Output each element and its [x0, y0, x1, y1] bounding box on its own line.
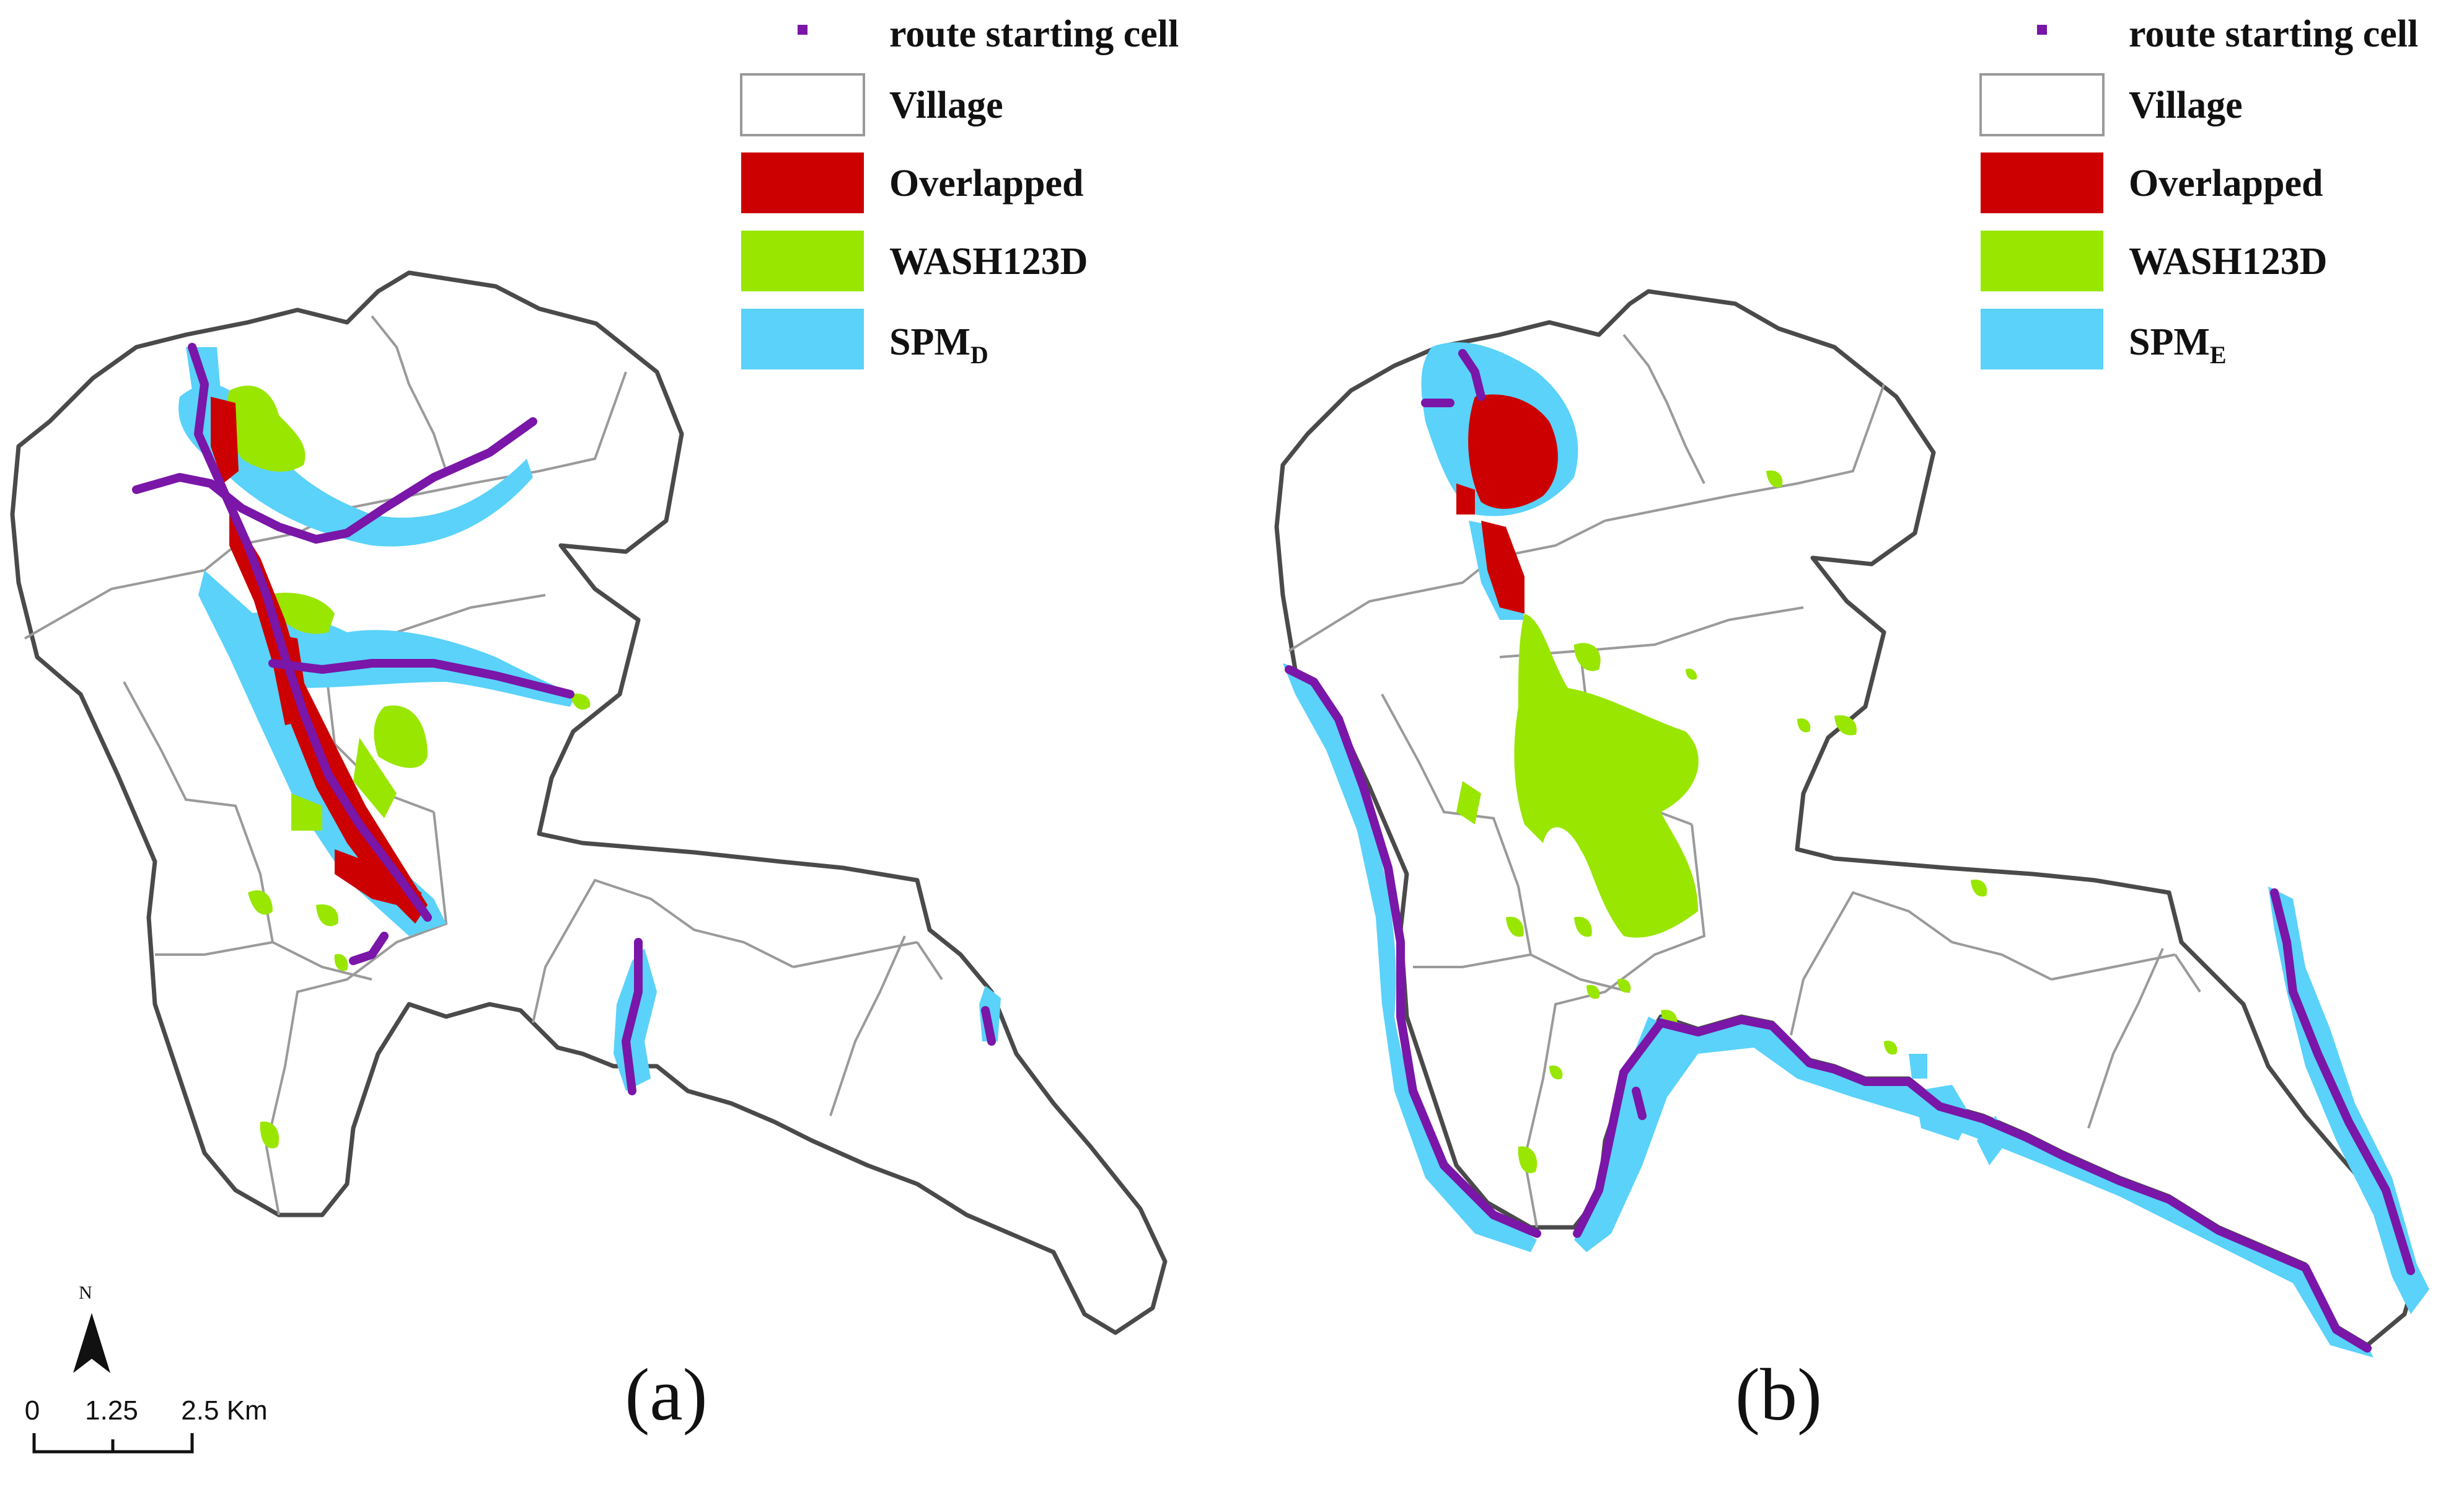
legend-village-label: Village: [2129, 84, 2243, 126]
scale-tick-0: 0: [25, 1395, 40, 1426]
legend-right: route starting cell Village Overlapped W…: [1979, 13, 2418, 369]
legend-wash-label: WASH123D: [2129, 241, 2327, 283]
legend-route-label: route starting cell: [889, 13, 1179, 55]
legend-overlapped-label: Overlapped: [2129, 162, 2323, 205]
legend-overlapped-swatch: [741, 152, 864, 213]
map-panel-a: [10, 270, 1168, 1335]
legend-wash-label: WASH123D: [889, 241, 1088, 283]
legend-route-swatch: [2037, 25, 2047, 35]
legend-route-label: route starting cell: [2129, 13, 2418, 55]
north-arrow-icon: [73, 1313, 110, 1373]
legend-spm-label: SPME: [2129, 321, 2227, 369]
caption-b: (b): [1735, 1353, 1822, 1436]
legend-overlapped-swatch: [1981, 152, 2103, 213]
village-boundaries-b: [1288, 333, 2201, 1228]
legend-spm-base: SPM: [889, 321, 970, 363]
wash-zone-b: [1456, 470, 1987, 1173]
scale-bar-line: [32, 1433, 194, 1454]
scale-tick-2: 2.5 Km: [181, 1395, 267, 1426]
caption-a: (a): [625, 1353, 707, 1436]
scale-bar: 0 1.25 2.5 Km: [25, 1395, 268, 1454]
legend-village-swatch: [1979, 73, 2105, 136]
map-panel-b: [1274, 289, 2429, 1358]
north-arrow-label: N: [79, 1283, 92, 1303]
legend-spm-subscript: E: [2210, 341, 2227, 369]
legend-spm-swatch: [1981, 309, 2103, 369]
legend-left: route starting cell Village Overlapped W…: [740, 13, 1179, 369]
legend-overlapped-label: Overlapped: [889, 162, 1083, 205]
legend-spm-base: SPM: [2129, 321, 2210, 363]
scale-tick-1: 1.25: [85, 1395, 138, 1426]
legend-wash-swatch: [1981, 231, 2103, 291]
legend-wash-swatch: [741, 231, 864, 291]
route-lines-a: [132, 343, 996, 1095]
route-lines-b: [1285, 349, 2415, 1353]
legend-route-swatch: [798, 25, 807, 35]
legend-spm-subscript: D: [970, 341, 988, 369]
legend-spm-label: SPMD: [889, 321, 988, 369]
wash-zone-a: [227, 386, 591, 1149]
legend-spm-swatch: [741, 309, 864, 369]
legend-village-swatch: [740, 73, 865, 136]
overlapped-zone-b: [1456, 394, 1558, 614]
north-arrow: N: [73, 1283, 110, 1373]
legend-village-label: Village: [889, 84, 1003, 126]
